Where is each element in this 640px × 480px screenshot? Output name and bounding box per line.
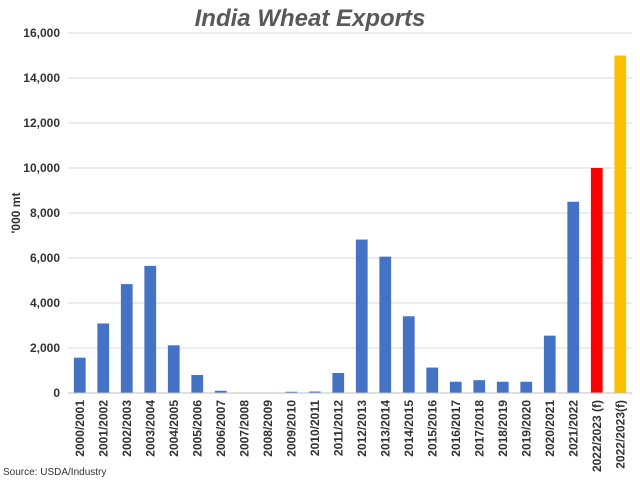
bar-2016-2017 (449, 381, 462, 393)
bar-2013-2014 (379, 256, 392, 393)
x-tick-label: 2013/2014 (378, 400, 392, 457)
bar-2015-2016 (426, 367, 439, 393)
bar-2002-2003 (120, 284, 133, 393)
x-axis-ticks: 2000/2001 2001/2002 2002/2003 2003/2004 2004… (73, 400, 628, 472)
x-tick-label: 2016/2017 (449, 400, 463, 457)
x-tick-label: 2000/2001 (73, 400, 87, 457)
y-tick-label: 4,000 (30, 296, 60, 310)
x-tick-label: 2011/2012 (331, 400, 345, 456)
bar-2005-2006 (191, 375, 204, 393)
x-tick-label: 2005/2006 (190, 400, 204, 457)
y-axis-ticks: 0 2,000 4,000 6,000 8,000 10,000 12,000 14,000 1… (23, 26, 60, 400)
bar-2014-2015 (402, 316, 415, 393)
x-tick-label: 2021/2022 (566, 400, 580, 457)
x-tick-label: 2007/2008 (237, 400, 251, 457)
x-tick-label: 2018/2019 (496, 400, 510, 457)
y-tick-label: 10,000 (23, 161, 60, 175)
bar-2010-2011 (308, 391, 321, 393)
gridlines (68, 32, 632, 349)
x-tick-label: 2008/2009 (261, 400, 275, 457)
bar-2019-2020 (520, 381, 533, 393)
y-tick-label: 8,000 (30, 206, 60, 220)
bar-2006-2007 (214, 390, 227, 393)
y-tick-label: 2,000 (30, 341, 60, 355)
x-tick-label: 2002/2003 (120, 400, 134, 457)
x-tick-label: 2004/2005 (167, 400, 181, 457)
source-note: Source: USDA/Industry (3, 467, 106, 478)
bar-2000-2001 (73, 357, 86, 393)
chart-title: India Wheat Exports (195, 5, 426, 32)
x-tick-label: 2017/2018 (472, 400, 486, 457)
y-tick-label: 12,000 (23, 116, 60, 130)
x-tick-label: 2001/2002 (96, 400, 110, 457)
bar-2009-2010 (285, 391, 298, 393)
y-tick-label: 14,000 (23, 71, 60, 85)
bar-2012-2013 (355, 239, 368, 393)
x-tick-label: 2009/2010 (284, 400, 298, 457)
x-tick-label: 2019/2020 (519, 400, 533, 457)
bar-2004-2005 (167, 345, 180, 393)
x-tick-label: 2003/2004 (143, 400, 157, 457)
x-tick-label: 2015/2016 (425, 400, 439, 457)
bar-2011-2012 (332, 372, 345, 393)
y-tick-label: 16,000 (23, 26, 60, 40)
x-tick-label: 2020/2021 (543, 400, 557, 457)
x-tick-label: 2010/2011 (308, 400, 322, 456)
x-tick-label: 2022/2023 (f) (590, 400, 604, 472)
y-tick-label: 6,000 (30, 251, 60, 265)
bars (73, 55, 627, 394)
bar-2001-2002 (97, 323, 110, 393)
bar-2022-2023-f- (590, 168, 603, 393)
bar-2022-2023-f- (614, 55, 627, 393)
bar-2020-2021 (543, 335, 556, 393)
x-tick-label: 2012/2013 (355, 400, 369, 457)
y-axis-label: '000 mt (9, 193, 23, 234)
bar-2018-2019 (496, 381, 509, 393)
bar-2003-2004 (144, 265, 157, 393)
y-tick-label: 0 (53, 386, 60, 400)
bar-2017-2018 (473, 380, 486, 393)
x-tick-label: 2022/2023(f) (613, 400, 627, 469)
bar-2021-2022 (567, 201, 580, 393)
x-tick-label: 2006/2007 (214, 400, 228, 457)
x-tick-label: 2014/2015 (402, 400, 416, 457)
